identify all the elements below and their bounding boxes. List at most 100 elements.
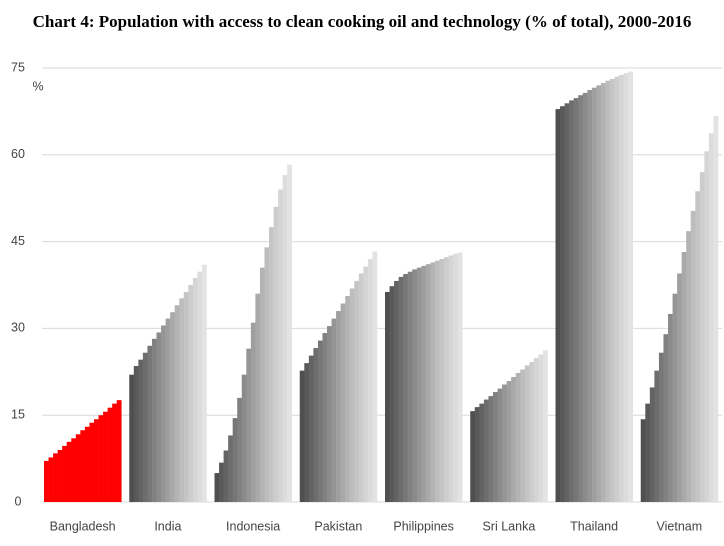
bar [677,273,682,502]
bar [264,247,270,502]
x-tick-label: Vietnam [657,519,703,533]
bar [75,434,81,502]
bar [695,191,701,503]
bar [223,450,229,502]
bar [201,264,207,502]
bar [57,449,63,502]
bar [287,164,293,502]
bar [93,419,99,502]
bar [44,460,49,502]
bar [345,295,351,502]
x-tick-label: India [154,519,181,533]
bar [273,206,279,502]
bar [610,78,615,503]
bar [299,370,305,502]
bar [98,415,104,502]
bar [197,271,203,502]
x-tick-label: Indonesia [226,519,280,533]
bar [453,253,459,502]
x-tick-label: Philippines [393,519,453,533]
bar [425,264,431,502]
bar [533,357,539,502]
bar [658,352,664,502]
bar [385,291,390,502]
bar [502,384,507,502]
bar [322,333,328,502]
bar [349,288,355,502]
bar [444,257,449,502]
bar [479,403,485,502]
bar [89,422,95,502]
bar [84,426,90,502]
bar [372,251,378,502]
bar [147,345,153,502]
bar [112,403,118,502]
bar [690,210,696,502]
bar [529,361,535,502]
bar [623,73,629,502]
bar [515,372,521,502]
bar [412,269,418,502]
bar [116,400,122,502]
bar [492,392,498,502]
bar [48,457,54,502]
bar [654,370,660,502]
bar [53,453,58,502]
bar [686,231,692,502]
bar [645,403,651,502]
bar [183,291,189,502]
bar [188,285,194,502]
bar [308,355,314,502]
y-tick-label: 75 [11,60,25,74]
x-tick-label: Sri Lanka [482,519,535,533]
bar [704,151,710,502]
bar [304,363,310,502]
bar [363,266,369,502]
bar [628,71,634,503]
bar [587,89,593,503]
bar [538,354,544,502]
y-tick-label: 60 [11,147,25,161]
bar [506,381,512,502]
bar [389,286,395,502]
bar [151,338,157,502]
bar [165,318,171,502]
bar [569,100,574,502]
bar [228,435,233,502]
bar [161,325,166,502]
bar [407,271,413,502]
bar [214,473,220,502]
bar [699,172,705,502]
bar [434,260,440,502]
bar [340,303,346,502]
bar [470,411,476,502]
bar [179,298,185,502]
bar [596,85,602,503]
bar [170,312,175,502]
x-tick-label: Thailand [570,519,618,533]
bar [398,276,404,502]
bar [600,83,606,502]
bar [80,430,86,502]
x-tick-label: Bangladesh [50,519,116,533]
bar [278,189,283,502]
bar [62,445,68,502]
y-tick-label: 45 [11,234,25,248]
bar [421,265,427,502]
bar [358,273,364,502]
bar [174,305,180,502]
bar [511,377,516,502]
bar [138,359,144,502]
bar [564,103,570,502]
bar [66,441,72,502]
bar [605,80,611,503]
bar [129,374,135,502]
bar [107,407,113,502]
bar [282,175,288,502]
bar [367,258,373,502]
bar [448,255,454,502]
bar [614,76,620,503]
bar [255,293,261,502]
